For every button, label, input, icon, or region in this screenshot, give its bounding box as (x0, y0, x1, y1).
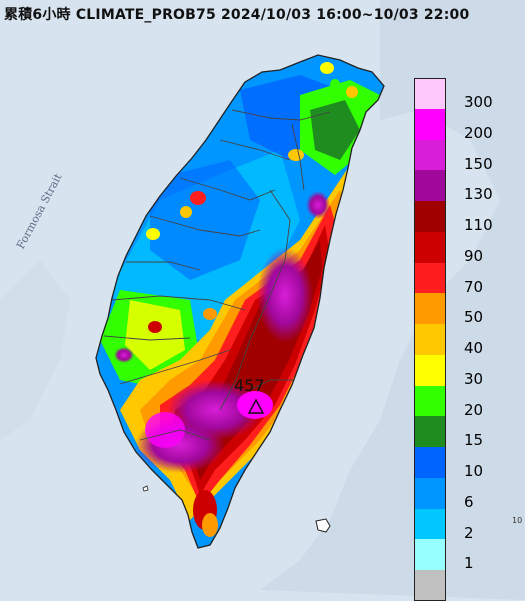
legend-swatch (414, 539, 446, 570)
rainfall-legend: 300 200 150 130 110 90 70 50 40 30 20 15 10 6 2 1 (414, 78, 510, 601)
edge-mark-label: 10 (512, 516, 523, 525)
legend-row: 150 (414, 139, 510, 173)
legend-label: 130 (464, 185, 493, 204)
legend-label: 150 (464, 154, 493, 173)
legend-label: 6 (464, 492, 474, 511)
legend-row: 10 (414, 447, 510, 480)
legend-label: 20 (464, 400, 484, 419)
legend-swatch (414, 447, 446, 478)
legend-swatch (414, 170, 446, 201)
legend-swatch (414, 231, 446, 263)
legend-label: 200 (464, 123, 493, 142)
legend-row: 110 (414, 201, 510, 234)
legend-label: 90 (464, 246, 484, 265)
legend-row: 70 (414, 262, 510, 296)
legend-swatch (414, 201, 446, 232)
offshore-islet (142, 485, 149, 492)
peak-value-label: 457 (234, 376, 265, 395)
map-title: 累積6小時 CLIMATE_PROB75 2024/10/03 16:00~10… (4, 7, 470, 23)
legend-swatch (414, 354, 446, 386)
legend-swatch (414, 508, 446, 540)
legend-row: 1 (414, 539, 510, 573)
legend-row: 40 (414, 324, 510, 357)
legend-label: 1 (464, 554, 474, 573)
legend-label: 110 (464, 216, 493, 234)
county-boundaries (103, 109, 331, 441)
legend-swatch (414, 78, 446, 109)
peak-triangle (247, 398, 265, 414)
legend-swatch (414, 385, 446, 417)
legend-swatch (414, 416, 446, 447)
legend-swatch (414, 139, 446, 171)
seafloor-texture (260, 0, 525, 600)
legend-label: 2 (464, 523, 474, 542)
legend-label: 40 (464, 339, 484, 357)
legend-row: 30 (414, 354, 510, 388)
legend-swatch (414, 108, 446, 140)
legend-row (414, 570, 510, 601)
green-island (315, 518, 331, 533)
legend-swatch (414, 477, 446, 509)
legend-label: 70 (464, 277, 484, 296)
legend-label: 50 (464, 308, 484, 327)
legend-row: 90 (414, 231, 510, 265)
legend-row: 6 (414, 477, 510, 511)
legend-row: 130 (414, 170, 510, 204)
legend-row: 15 (414, 416, 510, 450)
legend-label: 30 (464, 369, 484, 388)
legend-row: 50 (414, 293, 510, 327)
seafloor-texture-2 (0, 260, 70, 440)
legend-label: 10 (464, 462, 484, 480)
legend-swatch (414, 262, 446, 294)
legend-swatch (414, 324, 446, 355)
legend-label: 300 (464, 93, 493, 111)
legend-swatch (414, 570, 446, 601)
legend-row: 300 (414, 78, 510, 111)
legend-label: 15 (464, 431, 484, 450)
legend-row: 2 (414, 508, 510, 542)
legend-row: 20 (414, 385, 510, 419)
legend-row: 200 (414, 108, 510, 142)
legend-swatch (414, 293, 446, 324)
